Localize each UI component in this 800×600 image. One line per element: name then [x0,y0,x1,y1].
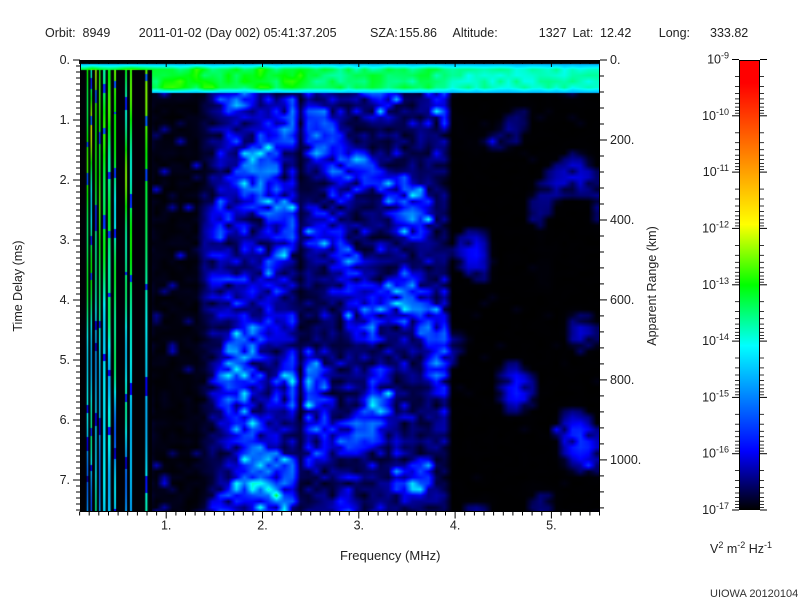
svg-text:0.: 0. [610,53,620,67]
svg-text:4.: 4. [450,519,460,533]
svg-text:10-16: 10-16 [702,445,729,461]
svg-text:600.: 600. [610,293,634,307]
svg-text:200.: 200. [610,133,634,147]
svg-text:400.: 400. [610,213,634,227]
svg-text:6.: 6. [60,413,70,427]
svg-text:10-12: 10-12 [702,219,729,235]
svg-text:800.: 800. [610,373,634,387]
svg-text:10-14: 10-14 [702,332,729,348]
svg-text:5.: 5. [546,519,556,533]
svg-text:4.: 4. [60,293,70,307]
svg-text:7.: 7. [60,473,70,487]
svg-text:1000.: 1000. [610,453,641,467]
svg-text:10-9: 10-9 [707,51,729,67]
svg-text:10-13: 10-13 [702,276,729,292]
svg-text:10-10: 10-10 [702,107,729,123]
svg-text:1.: 1. [60,113,70,127]
svg-text:3.: 3. [60,233,70,247]
svg-text:10-11: 10-11 [703,163,729,179]
svg-text:1.: 1. [161,519,171,533]
svg-text:5.: 5. [60,353,70,367]
svg-text:0.: 0. [60,53,70,67]
svg-text:3.: 3. [354,519,364,533]
svg-text:10-15: 10-15 [702,388,729,404]
svg-text:2.: 2. [257,519,267,533]
svg-text:10-17: 10-17 [702,501,729,517]
svg-text:2.: 2. [60,173,70,187]
